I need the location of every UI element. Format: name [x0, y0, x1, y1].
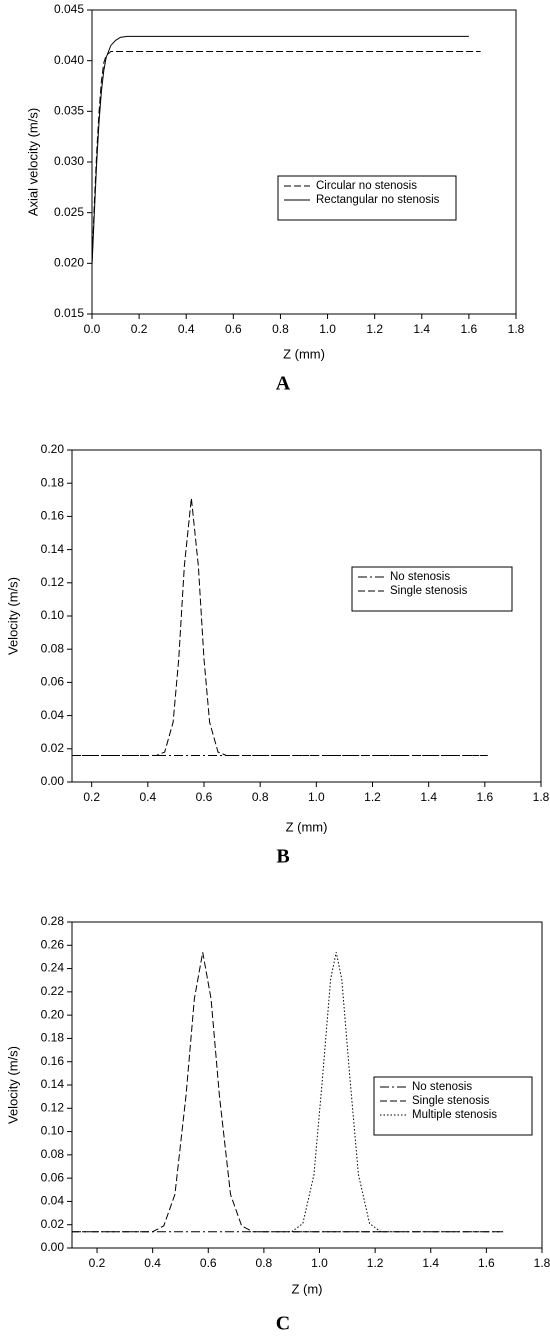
x-tick-label: 0.6 — [196, 790, 213, 804]
y-tick-label: 0.08 — [41, 1147, 65, 1161]
y-tick-label: 0.20 — [41, 1007, 65, 1021]
legend-box — [351, 566, 513, 612]
y-tick-label: 0.04 — [41, 708, 65, 722]
x-tick-label: 1.0 — [308, 790, 325, 804]
y-tick-label: 0.08 — [41, 641, 65, 655]
legend-label: Single stenosis — [390, 585, 468, 597]
y-tick-label: 0.14 — [41, 542, 65, 556]
y-tick-label: 0.10 — [41, 1124, 65, 1138]
y-tick-label: 0.06 — [41, 675, 65, 689]
panel-caption: B — [276, 846, 289, 868]
x-tick-label: 1.2 — [366, 322, 383, 336]
y-tick-label: 0.16 — [41, 1054, 65, 1068]
x-tick-label: 1.8 — [533, 790, 550, 804]
legend-label: Rectangular no stenosis — [316, 194, 440, 206]
y-tick-label: 0.18 — [41, 475, 65, 489]
y-tick-label: 0.00 — [41, 1240, 65, 1254]
x-tick-label: 0.4 — [144, 1256, 161, 1270]
x-tick-label: 1.8 — [508, 322, 525, 336]
y-tick-label: 0.02 — [41, 741, 65, 755]
x-tick-label: 0.4 — [139, 790, 156, 804]
legend-box — [277, 175, 457, 221]
x-tick-label: 0.2 — [89, 1256, 106, 1270]
x-axis-title: Z (mm) — [286, 819, 328, 834]
y-tick-label: 0.025 — [54, 205, 84, 219]
x-tick-label: 0.8 — [252, 790, 269, 804]
legend-label: Single stenosis — [412, 1095, 490, 1107]
legend-label: No stenosis — [390, 571, 450, 583]
y-axis-title: Velocity (m/s) — [5, 1046, 20, 1124]
x-tick-label: 1.0 — [311, 1256, 328, 1270]
y-tick-label: 0.16 — [41, 509, 65, 523]
x-tick-label: 0.2 — [83, 790, 100, 804]
y-tick-label: 0.045 — [54, 2, 84, 16]
y-tick-label: 0.12 — [41, 575, 65, 589]
x-tick-label: 1.6 — [461, 322, 478, 336]
y-tick-label: 0.26 — [41, 937, 65, 951]
legend-label: Circular no stenosis — [316, 180, 417, 192]
x-tick-label: 1.8 — [534, 1256, 550, 1270]
data-line — [91, 35, 469, 266]
x-tick-label: 0.0 — [84, 322, 101, 336]
data-line — [72, 498, 488, 756]
y-tick-label: 0.04 — [41, 1194, 65, 1208]
x-tick-label: 1.0 — [319, 322, 336, 336]
y-tick-label: 0.02 — [41, 1217, 65, 1231]
plot-frame — [91, 9, 517, 315]
data-line — [72, 952, 504, 1233]
x-tick-label: 0.6 — [200, 1256, 217, 1270]
x-tick-label: 1.2 — [364, 790, 381, 804]
y-tick-label: 0.035 — [54, 104, 84, 118]
data-line — [91, 51, 481, 264]
x-tick-label: 1.4 — [420, 790, 437, 804]
y-axis-title: Velocity (m/s) — [5, 577, 20, 655]
y-tick-label: 0.00 — [41, 774, 65, 788]
y-axis-title: Axial velocity (m/s) — [25, 108, 40, 216]
legend-label: No stenosis — [412, 1081, 472, 1093]
y-tick-label: 0.015 — [54, 306, 84, 320]
y-tick-label: 0.28 — [41, 914, 65, 928]
y-tick-label: 0.22 — [41, 984, 65, 998]
legend-label: Multiple stenosis — [412, 1109, 497, 1121]
data-line — [291, 952, 381, 1233]
x-tick-label: 0.2 — [131, 322, 148, 336]
x-tick-label: 1.4 — [422, 1256, 439, 1270]
y-tick-label: 0.10 — [41, 608, 65, 622]
y-tick-label: 0.040 — [54, 53, 84, 67]
panel-caption: C — [276, 1313, 290, 1335]
y-tick-label: 0.020 — [54, 256, 84, 270]
x-tick-label: 0.4 — [178, 322, 195, 336]
x-tick-label: 0.8 — [272, 322, 289, 336]
x-tick-label: 0.6 — [225, 322, 242, 336]
y-tick-label: 0.24 — [41, 961, 65, 975]
plot-frame — [71, 449, 542, 783]
x-tick-label: 1.6 — [476, 790, 493, 804]
y-tick-label: 0.06 — [41, 1170, 65, 1184]
x-tick-label: 1.4 — [413, 322, 430, 336]
panel-caption: A — [276, 373, 291, 395]
x-tick-label: 0.8 — [256, 1256, 273, 1270]
x-tick-label: 1.2 — [367, 1256, 384, 1270]
x-axis-title: Z (mm) — [283, 346, 325, 361]
y-tick-label: 0.20 — [41, 442, 65, 456]
x-tick-label: 1.6 — [478, 1256, 495, 1270]
y-tick-label: 0.14 — [41, 1077, 65, 1091]
y-tick-label: 0.12 — [41, 1100, 65, 1114]
y-tick-label: 0.18 — [41, 1031, 65, 1045]
x-axis-title: Z (m) — [291, 1281, 322, 1296]
y-tick-label: 0.030 — [54, 154, 84, 168]
